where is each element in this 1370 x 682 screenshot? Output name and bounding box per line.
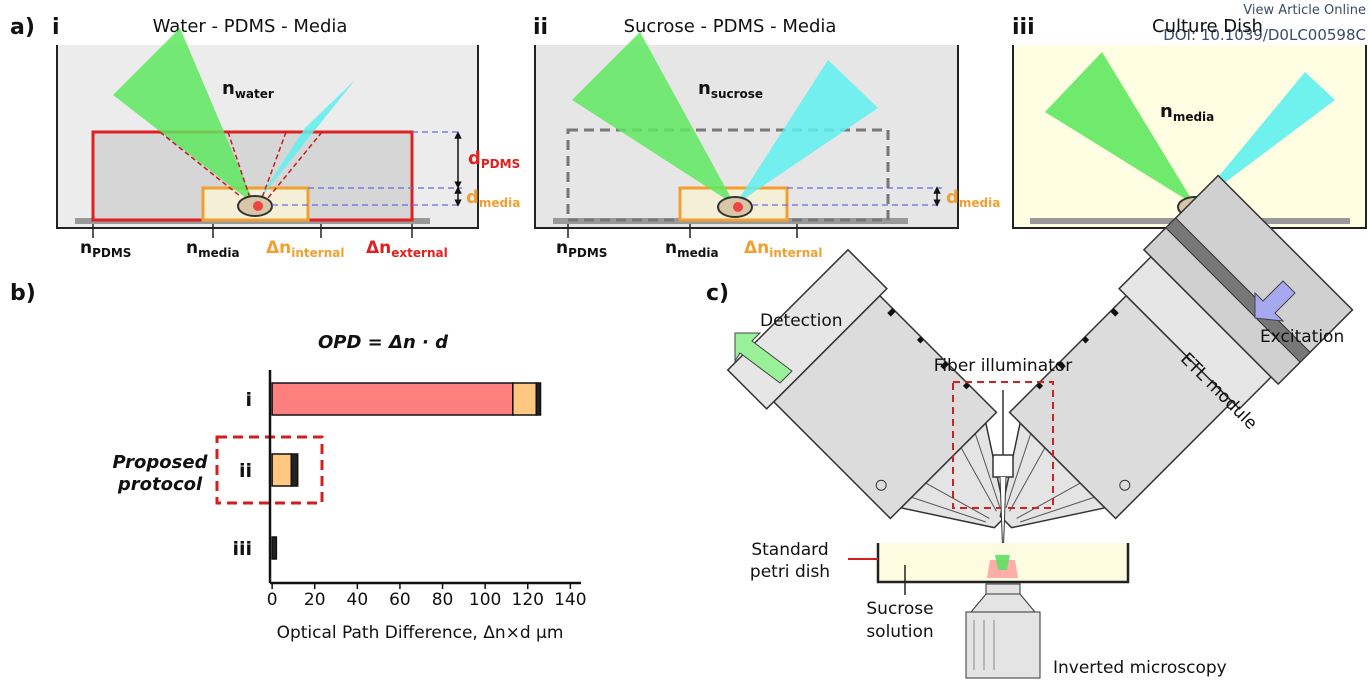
symbol: n <box>1160 101 1173 122</box>
symbol: Δn <box>744 238 769 258</box>
excitation-label: Excitation <box>1260 327 1344 347</box>
subscript: water <box>235 87 274 101</box>
symbol: d <box>468 148 481 169</box>
excitation-arm <box>939 176 1353 590</box>
bar-segment <box>272 383 513 415</box>
d-media: dmedia <box>466 187 520 210</box>
numeral: i <box>52 15 60 40</box>
sucrose-label: Sucrose <box>866 599 933 619</box>
panel-label: b) <box>10 281 36 306</box>
subscript: media <box>479 196 520 210</box>
sample-core <box>253 201 263 211</box>
x-tick-label: 80 <box>432 590 454 610</box>
page: {"header": {"view_article": "View Articl… <box>0 0 1370 682</box>
bottom-label: Δninternal <box>744 238 822 260</box>
y-tick-label: ii <box>239 460 252 482</box>
bottom-label: nPDMS <box>556 238 607 260</box>
illuminator <box>993 455 1013 477</box>
bottom-label: Δninternal <box>266 238 344 260</box>
bar-segment <box>291 454 297 486</box>
bar-segment <box>272 454 291 486</box>
subscript: internal <box>291 246 344 260</box>
petri-label: Standard <box>751 540 828 560</box>
fiber-label: Fiber illuminator <box>934 356 1072 376</box>
microscopy-label: Inverted microscopy <box>1053 658 1227 678</box>
detection-arm <box>728 250 1060 582</box>
subscript: media <box>959 196 1000 210</box>
bottom-label: nPDMS <box>80 238 131 260</box>
x-axis-label: Optical Path Difference, Δn×d μm <box>277 623 564 643</box>
symbol: n <box>665 238 677 258</box>
numeral: iii <box>1012 15 1035 40</box>
subpanel-ii: ii Sucrose - PDMS - Media dmedia nsucros… <box>533 15 1000 260</box>
x-tick-label: 100 <box>469 590 501 610</box>
bottom-label: Δnexternal <box>366 238 448 260</box>
chart-title: OPD = Δn · d <box>318 332 449 353</box>
symbol: n <box>80 238 92 258</box>
subscript: internal <box>769 246 822 260</box>
bar-chart: OPD = Δn · d Proposed protocol Optical P… <box>113 332 587 643</box>
panel-label: a) <box>10 15 35 40</box>
annotation: Proposed <box>113 452 209 473</box>
symbol: n <box>556 238 568 258</box>
bar-segment <box>536 383 540 415</box>
subpanel-title: Sucrose - PDMS - Media <box>624 16 837 37</box>
subscript: external <box>391 246 447 260</box>
objective <box>966 584 1040 678</box>
bar-segment <box>272 537 276 559</box>
d-pdms: dPDMS <box>468 148 520 171</box>
bar-segment <box>513 383 536 415</box>
petri-label: petri dish <box>750 562 830 582</box>
x-tick-label: 0 <box>267 590 278 610</box>
numeral: ii <box>533 15 548 40</box>
annotation: protocol <box>117 474 203 495</box>
panel-label: c) <box>706 281 729 306</box>
subscript: PDMS <box>568 246 607 260</box>
x-tick-label: 140 <box>554 590 586 610</box>
bottom-label: nmedia <box>665 238 719 260</box>
symbol: Δn <box>366 238 391 258</box>
symbol: d <box>466 187 479 208</box>
subscript: PDMS <box>92 246 131 260</box>
bottom-label: nmedia <box>186 238 240 260</box>
symbol: n <box>222 78 235 99</box>
y-tick-label: iii <box>232 538 252 560</box>
symbol: Δn <box>266 238 291 258</box>
x-tick-label: 40 <box>347 590 369 610</box>
subpanel-title: Culture Dish <box>1152 16 1263 37</box>
subscript: media <box>677 246 718 260</box>
symbol: n <box>698 78 711 99</box>
d-media: dmedia <box>946 187 1000 210</box>
detection-label: Detection <box>760 311 843 331</box>
sample-core <box>733 202 743 212</box>
x-tick-label: 20 <box>304 590 326 610</box>
x-tick-label: 120 <box>512 590 544 610</box>
subpanel-iii: iii Culture Dish nmedia <box>1012 15 1366 228</box>
figure: View Article Online DOI: 10.1039/D0LC005… <box>0 0 1370 682</box>
sucrose-label: solution <box>866 622 933 642</box>
x-tick-label: 60 <box>389 590 411 610</box>
symbol: d <box>946 187 959 208</box>
subscript: media <box>1173 110 1214 124</box>
y-tick-label: i <box>245 389 252 411</box>
subscript: sucrose <box>711 87 763 101</box>
subscript: PDMS <box>481 157 520 171</box>
subpanel-i: i Water - PDMS - Media dPDMS dmedia nwat… <box>52 15 520 260</box>
symbol: n <box>186 238 198 258</box>
subscript: media <box>198 246 239 260</box>
